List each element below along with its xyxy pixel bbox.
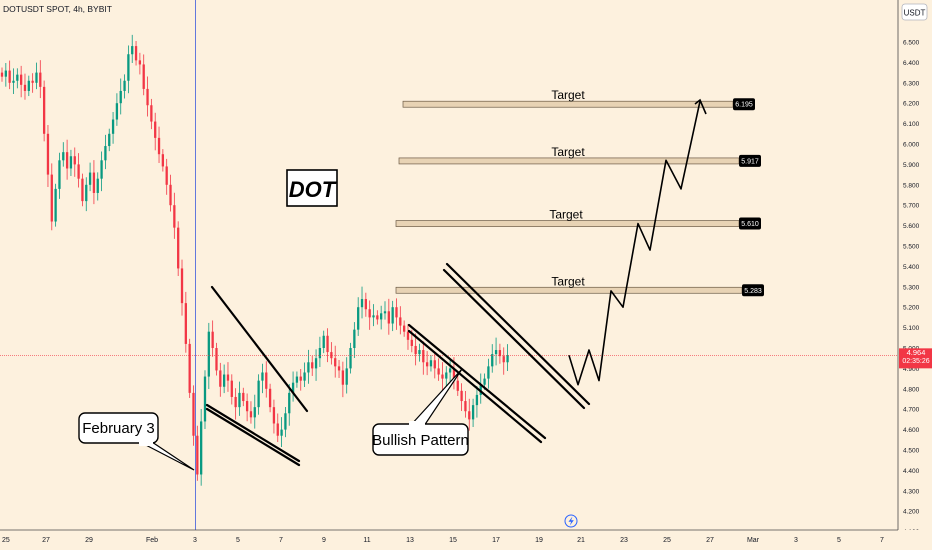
price-tick-label: 5.400	[903, 264, 920, 271]
time-tick-label: 9	[322, 537, 326, 544]
price-tick-label: 5.600	[903, 223, 920, 230]
lightning-bolt-icon[interactable]	[565, 515, 577, 527]
price-axis[interactable]: 6.500 6.400 6.300 6.200 6.100 6.000 5.900 5.800…	[898, 0, 932, 550]
ticker-box: DOT	[287, 170, 337, 206]
ticker-box-text: DOT	[289, 177, 337, 202]
time-tick-label: 7	[880, 537, 884, 544]
price-tick-label: 5.500	[903, 244, 920, 251]
price-tick-label: 5.900	[903, 162, 920, 169]
candle	[43, 81, 45, 142]
price-tick-label: 5.200	[903, 305, 920, 312]
time-tick-label: 23	[620, 537, 628, 544]
price-tick-label: 4.500	[903, 448, 920, 455]
last-price-label: 4.964	[907, 348, 926, 357]
candle	[54, 184, 56, 227]
target-label: Target	[551, 145, 585, 159]
price-tick-label: 5.700	[903, 203, 920, 210]
target-label: Target	[551, 274, 585, 288]
price-tick-label: 6.200	[903, 101, 920, 108]
price-tick-label: 4.200	[903, 509, 920, 516]
target-value-label: 5.917	[741, 158, 759, 165]
time-tick-label: 21	[577, 537, 585, 544]
candle	[189, 339, 191, 398]
price-tick-label: 4.700	[903, 407, 920, 414]
candle	[204, 370, 206, 429]
time-tick-label: 5	[837, 537, 841, 544]
price-tick-label: 5.300	[903, 284, 920, 291]
countdown-label: 02:35:26	[902, 358, 929, 365]
time-tick-label: 3	[794, 537, 798, 544]
time-tick-label: 13	[406, 537, 414, 544]
target-value-label: 6.195	[735, 102, 753, 109]
price-tick-label: 4.300	[903, 488, 920, 495]
price-tick-label: 6.000	[903, 142, 920, 149]
target-label: Target	[551, 88, 585, 102]
current-price-badge: 4.964 02:35:26	[899, 348, 932, 369]
time-tick-label: 5	[236, 537, 240, 544]
price-tick-label: 5.800	[903, 182, 920, 189]
time-tick-label: 27	[42, 537, 50, 544]
time-tick-label: 17	[492, 537, 500, 544]
time-tick-label: 19	[535, 537, 543, 544]
price-tick-label: 6.500	[903, 40, 920, 47]
price-tick-label: 6.300	[903, 80, 920, 87]
time-tick-label: 7	[279, 537, 283, 544]
time-tick-label: Feb	[146, 537, 158, 544]
time-tick-label: 27	[706, 537, 714, 544]
price-tick-label: 4.600	[903, 427, 920, 434]
price-tick-label: 4.400	[903, 468, 920, 475]
time-tick-label: 3	[193, 537, 197, 544]
price-tick-label: 6.400	[903, 60, 920, 67]
pattern-callout-text: Bullish Pattern	[372, 432, 469, 449]
price-tick-label: 6.100	[903, 121, 920, 128]
candle	[177, 221, 179, 276]
target-value-label: 5.610	[741, 221, 759, 228]
target-label: Target	[549, 208, 583, 222]
time-tick-label: 25	[663, 537, 671, 544]
currency-button-text: USDT	[904, 9, 926, 18]
february-callout-text: February 3	[82, 420, 155, 437]
time-tick-label: 15	[449, 537, 457, 544]
price-tick-label: 4.800	[903, 386, 920, 393]
time-axis[interactable]: 25 27 29 Feb 3 5 7 9 11 13 15 17 19 21 23 25 27 Mar 3 5 7	[0, 530, 932, 550]
target-value-label: 5.283	[744, 288, 762, 295]
price-tick-label: 5.100	[903, 325, 920, 332]
time-tick-label: Mar	[747, 537, 760, 544]
time-tick-label: 29	[85, 537, 93, 544]
symbol-header: DOTUSDT SPOT, 4h, BYBIT	[3, 4, 112, 14]
currency-button[interactable]: USDT	[902, 4, 927, 20]
time-tick-label: 11	[363, 537, 370, 544]
time-tick-label: 25	[2, 537, 10, 544]
